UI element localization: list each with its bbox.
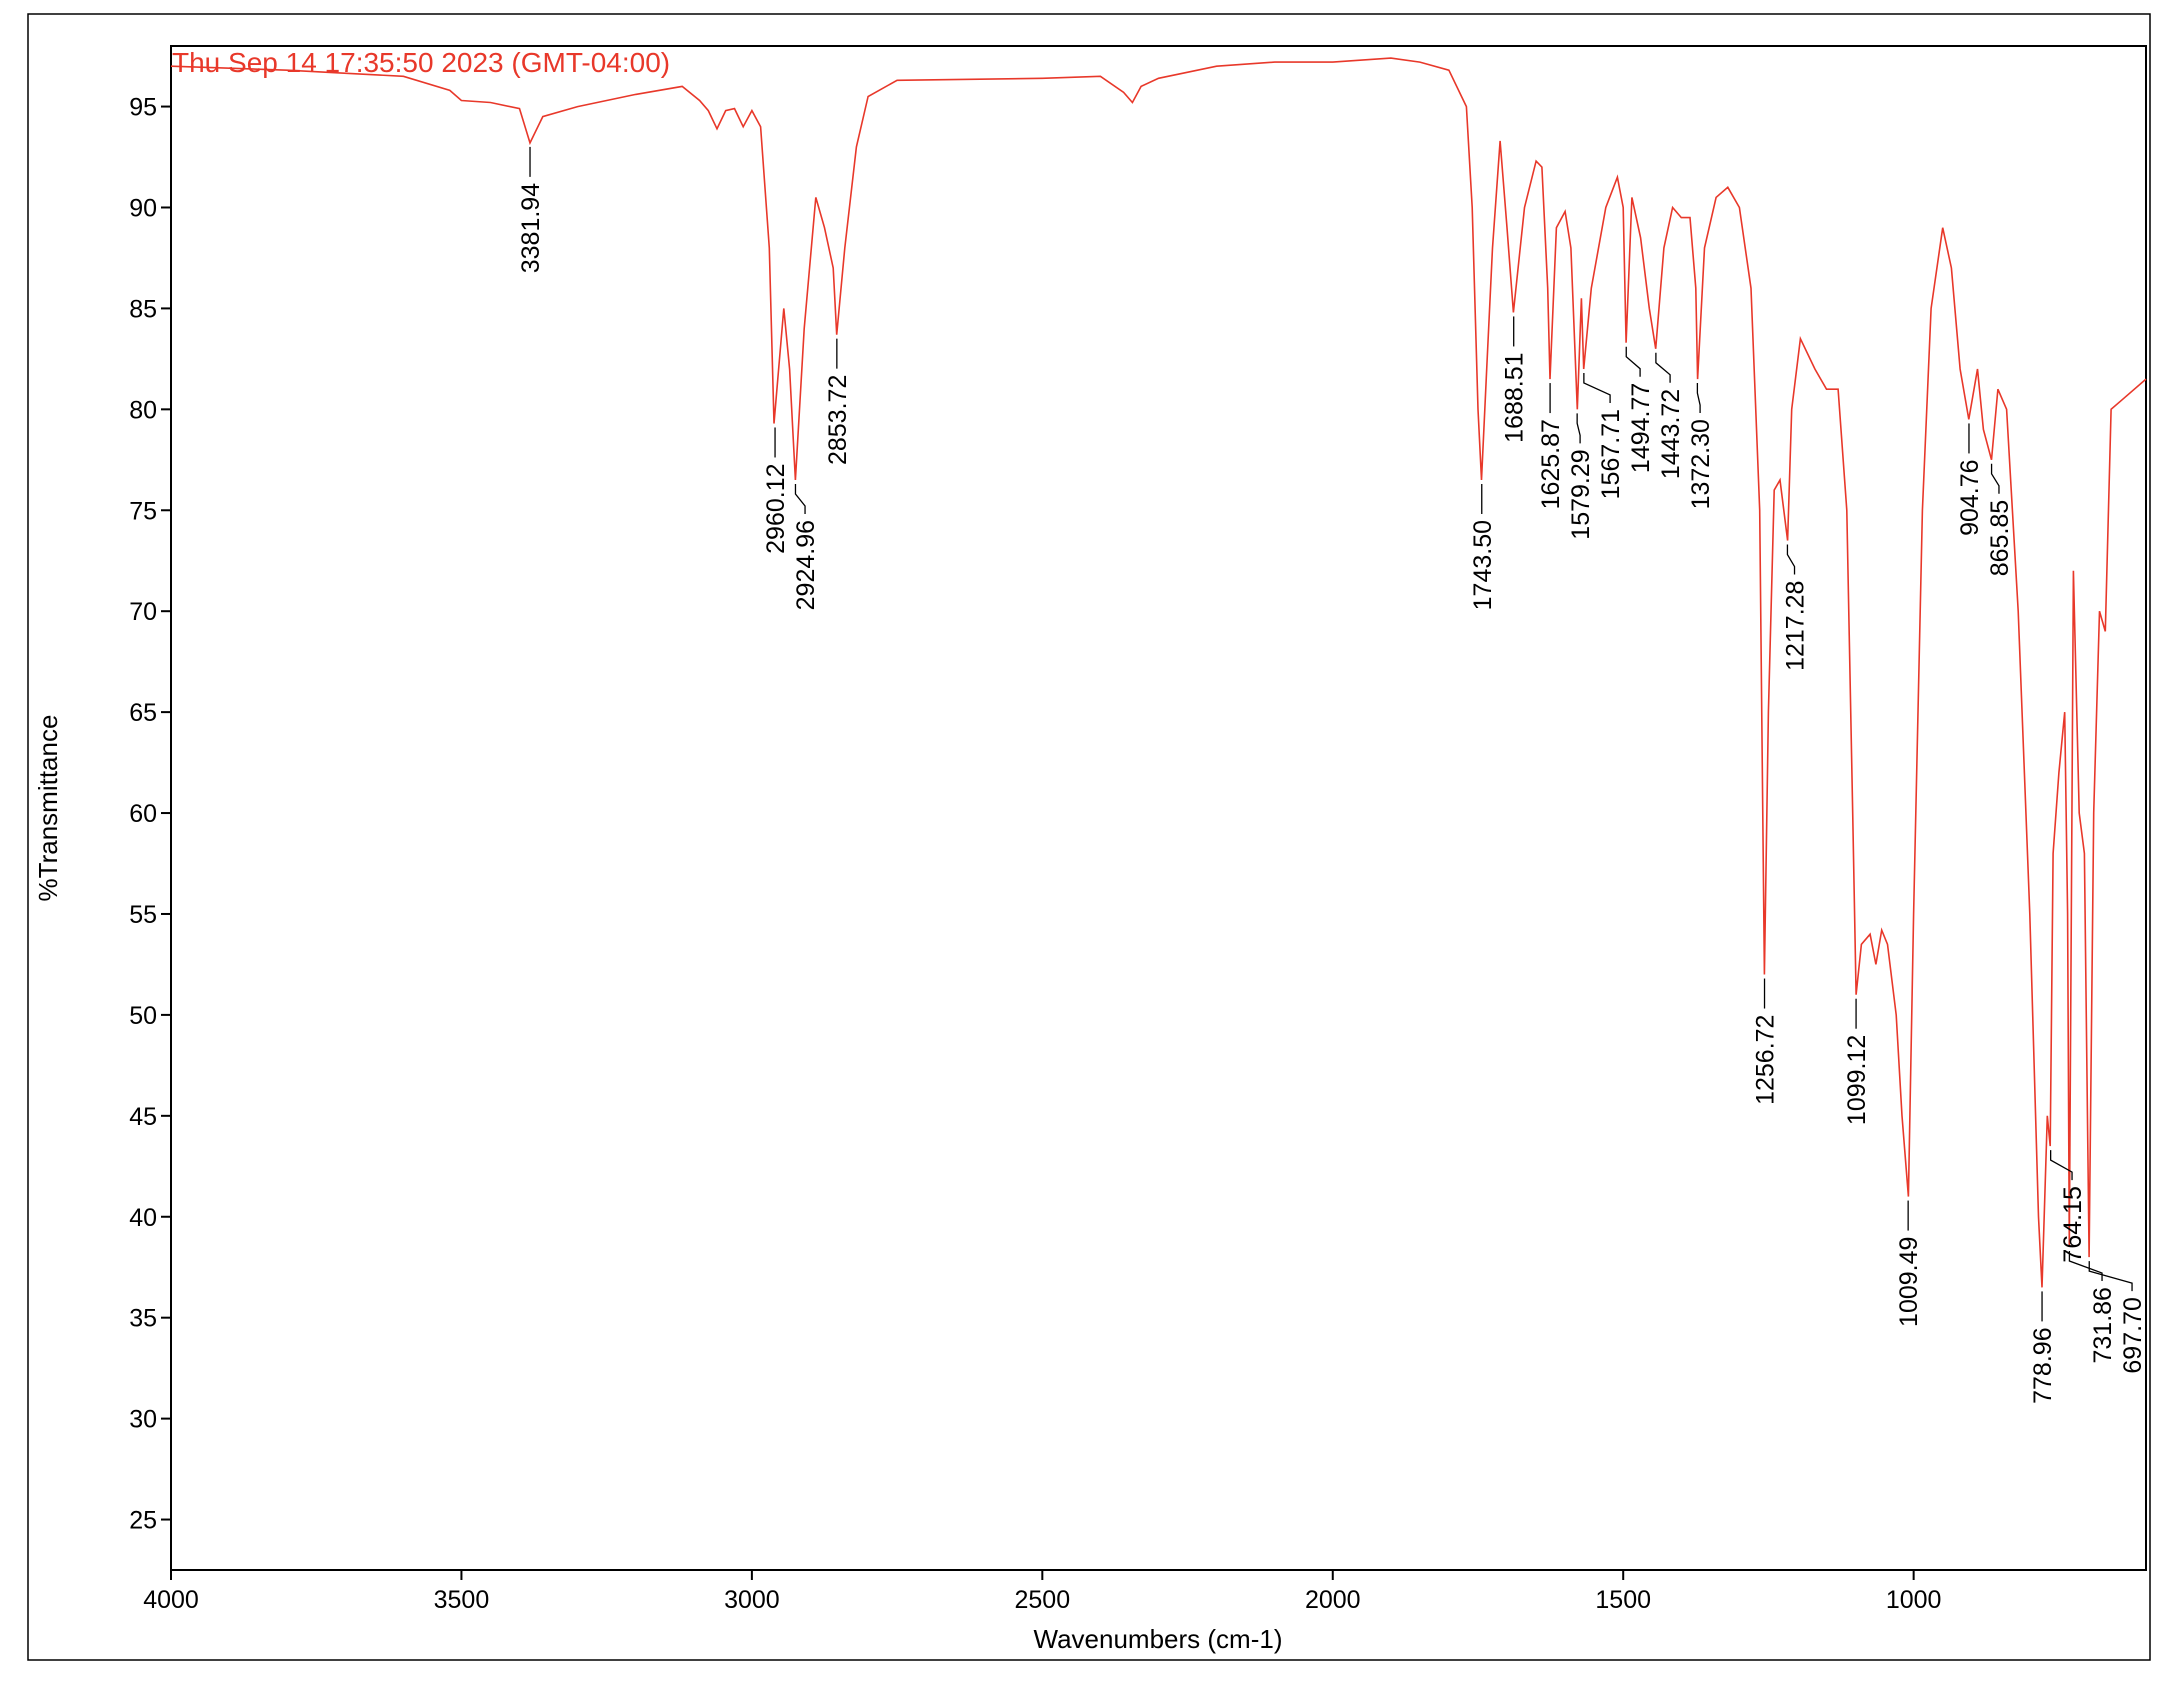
peak-label: 1443.72 [1657, 389, 1685, 479]
chart-title: Thu Sep 14 17:35:50 2023 (GMT-04:00) [172, 47, 670, 78]
y-tick-label: 65 [129, 699, 157, 727]
peak-label: 764.15 [2059, 1186, 2087, 1262]
x-tick-label: 3500 [434, 1586, 490, 1614]
plot-frame [170, 45, 2147, 1571]
y-tick-label: 45 [129, 1103, 157, 1131]
peak-label: 2853.72 [824, 375, 852, 465]
x-tick-label: 3000 [724, 1586, 780, 1614]
peak-label: 697.70 [2119, 1297, 2147, 1373]
peak-label: 1567.71 [1597, 409, 1625, 499]
y-tick-label: 95 [129, 94, 157, 122]
y-tick-label: 80 [129, 396, 157, 424]
y-tick-label: 25 [129, 1507, 157, 1535]
y-tick-label: 75 [129, 497, 157, 525]
peak-leader [2068, 1251, 2103, 1282]
peak-label: 1743.50 [1469, 520, 1497, 610]
y-tick-label: 35 [129, 1305, 157, 1333]
x-axis-label: Wavenumbers (cm-1) [1034, 1624, 1283, 1654]
y-tick-label: 70 [129, 598, 157, 626]
spectrum-line [170, 57, 2147, 1288]
peak-label: 778.96 [2029, 1327, 2057, 1403]
peak-leader [1786, 544, 1796, 575]
y-axis-label: %Transmittance [33, 715, 63, 902]
outer-frame [27, 13, 2151, 1661]
y-tick-label: 85 [129, 295, 157, 323]
peak-leader [1625, 346, 1641, 377]
y-tick-label: 60 [129, 800, 157, 828]
peak-label: 3381.94 [517, 183, 545, 273]
peak-label: 1217.28 [1782, 581, 1810, 671]
peak-label: 1256.72 [1752, 1015, 1780, 1105]
peak-label: 731.86 [2089, 1287, 2117, 1363]
peak-label: 2924.96 [792, 520, 820, 610]
peak-leader [1696, 383, 1701, 414]
peak-label: 1688.51 [1501, 352, 1529, 442]
y-tick-label: 40 [129, 1204, 157, 1232]
x-tick-label: 2500 [1015, 1586, 1071, 1614]
y-tick-label: 90 [129, 194, 157, 222]
peak-leader [794, 483, 806, 514]
x-tick-label: 1000 [1886, 1586, 1942, 1614]
peak-leader [2049, 1150, 2073, 1181]
peak-label: 2960.12 [762, 463, 790, 553]
y-tick-label: 55 [129, 901, 157, 929]
peak-label: 1579.29 [1567, 449, 1595, 539]
peak-label: 865.85 [1986, 500, 2014, 576]
x-tick-label: 1500 [1595, 1586, 1651, 1614]
x-tick-label: 4000 [143, 1586, 199, 1614]
peak-label: 1372.30 [1687, 419, 1715, 509]
peak-leader [1576, 413, 1581, 444]
peak-label: 904.76 [1956, 459, 1984, 535]
peak-leader [1583, 372, 1611, 403]
peak-leader [1655, 352, 1671, 383]
y-tick-label: 30 [129, 1406, 157, 1434]
y-tick-label: 50 [129, 1002, 157, 1030]
peak-leader [2088, 1261, 2133, 1292]
peak-label: 1099.12 [1843, 1035, 1871, 1125]
x-tick-label: 2000 [1305, 1586, 1361, 1614]
peak-leader [1990, 463, 2000, 494]
peak-label: 1009.49 [1895, 1237, 1923, 1327]
peak-label: 1494.77 [1627, 383, 1655, 473]
peak-label: 1625.87 [1537, 419, 1565, 509]
